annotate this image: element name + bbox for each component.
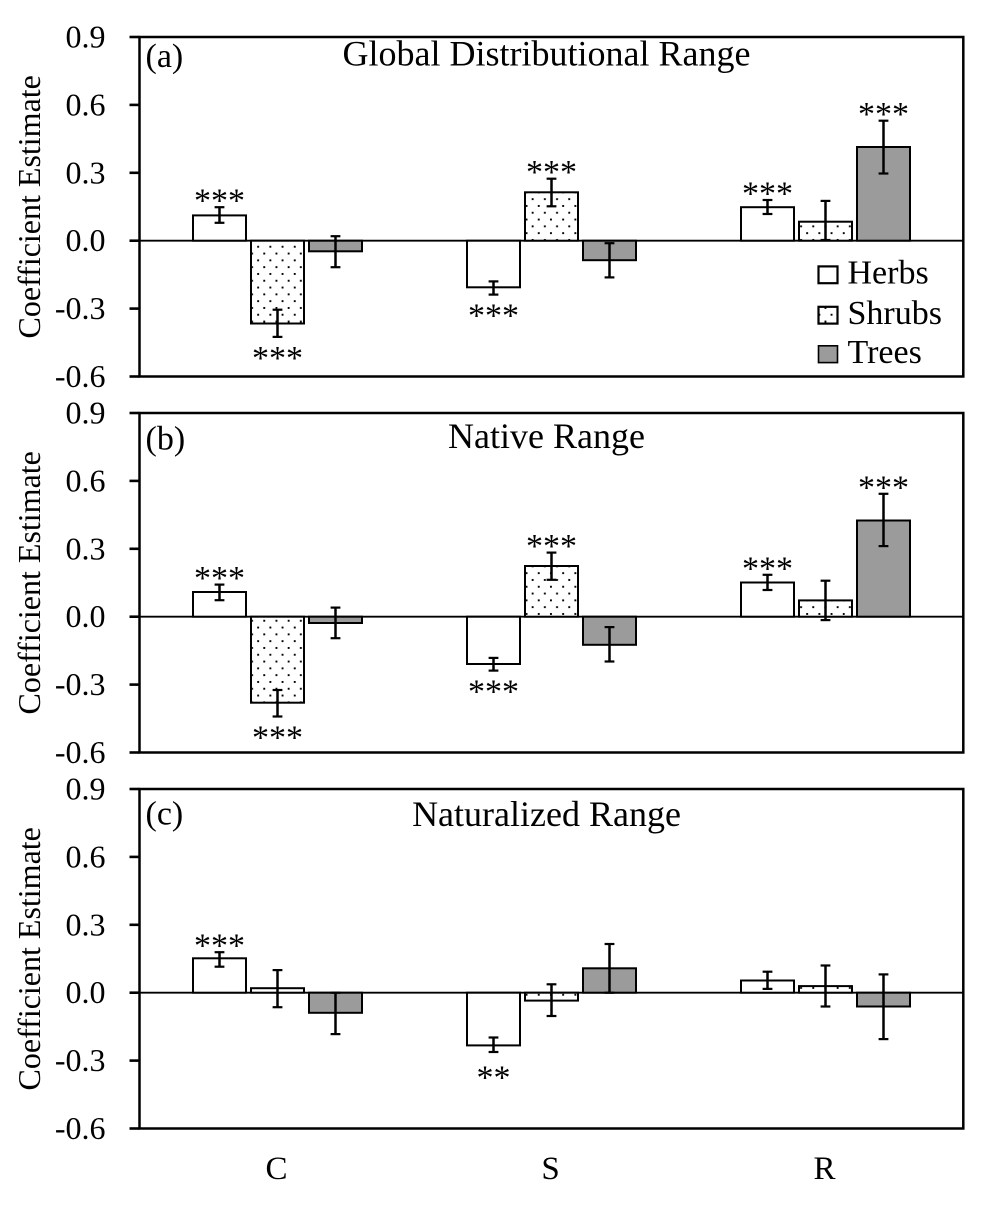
svg-text:0.3: 0.3 [66,154,106,190]
svg-text:Coefficient Estimate: Coefficient Estimate [11,451,47,714]
svg-text:-0.3: -0.3 [55,666,106,702]
svg-text:Trees: Trees [848,334,922,371]
svg-text:0.6: 0.6 [66,86,106,122]
svg-text:Shrubs: Shrubs [848,295,942,332]
svg-text:Coefficient Estimate: Coefficient Estimate [11,827,47,1090]
svg-text:***: *** [252,720,303,757]
svg-text:S: S [541,1151,559,1187]
svg-text:***: *** [526,154,577,191]
svg-text:0.0: 0.0 [66,598,106,634]
svg-text:***: *** [194,928,245,965]
svg-text:0.0: 0.0 [66,974,106,1010]
svg-text:***: *** [194,560,245,597]
svg-text:(c): (c) [146,796,184,833]
svg-text:0.6: 0.6 [66,838,106,874]
svg-text:***: *** [858,469,909,506]
svg-text:Coefficient Estimate: Coefficient Estimate [11,75,47,338]
svg-text:***: *** [858,96,909,133]
svg-text:***: *** [742,550,793,587]
svg-text:***: *** [252,340,303,377]
svg-text:0.9: 0.9 [66,771,106,807]
svg-text:***: *** [468,298,519,335]
svg-text:-0.3: -0.3 [55,1042,106,1078]
svg-text:***: *** [526,528,577,565]
svg-text:-0.6: -0.6 [55,1110,106,1146]
svg-text:R: R [813,1151,835,1187]
svg-text:0.0: 0.0 [66,222,106,258]
svg-text:***: *** [194,183,245,220]
svg-text:Herbs: Herbs [848,255,929,292]
svg-text:***: *** [742,176,793,213]
svg-text:0.9: 0.9 [66,19,106,55]
svg-text:Native Range: Native Range [448,416,645,456]
svg-text:Naturalized Range: Naturalized Range [412,794,681,834]
svg-text:Global Distributional Range: Global Distributional Range [343,33,751,73]
svg-text:-0.3: -0.3 [55,290,106,326]
svg-text:C: C [265,1151,287,1187]
svg-text:0.3: 0.3 [66,530,106,566]
svg-text:***: *** [468,674,519,711]
svg-text:0.6: 0.6 [66,462,106,498]
svg-text:0.9: 0.9 [66,395,106,431]
svg-text:-0.6: -0.6 [55,358,106,394]
svg-text:-0.6: -0.6 [55,734,106,770]
svg-text:(b): (b) [146,421,186,458]
svg-text:0.3: 0.3 [66,906,106,942]
svg-text:(a): (a) [146,38,184,75]
svg-text:**: ** [477,1060,511,1097]
